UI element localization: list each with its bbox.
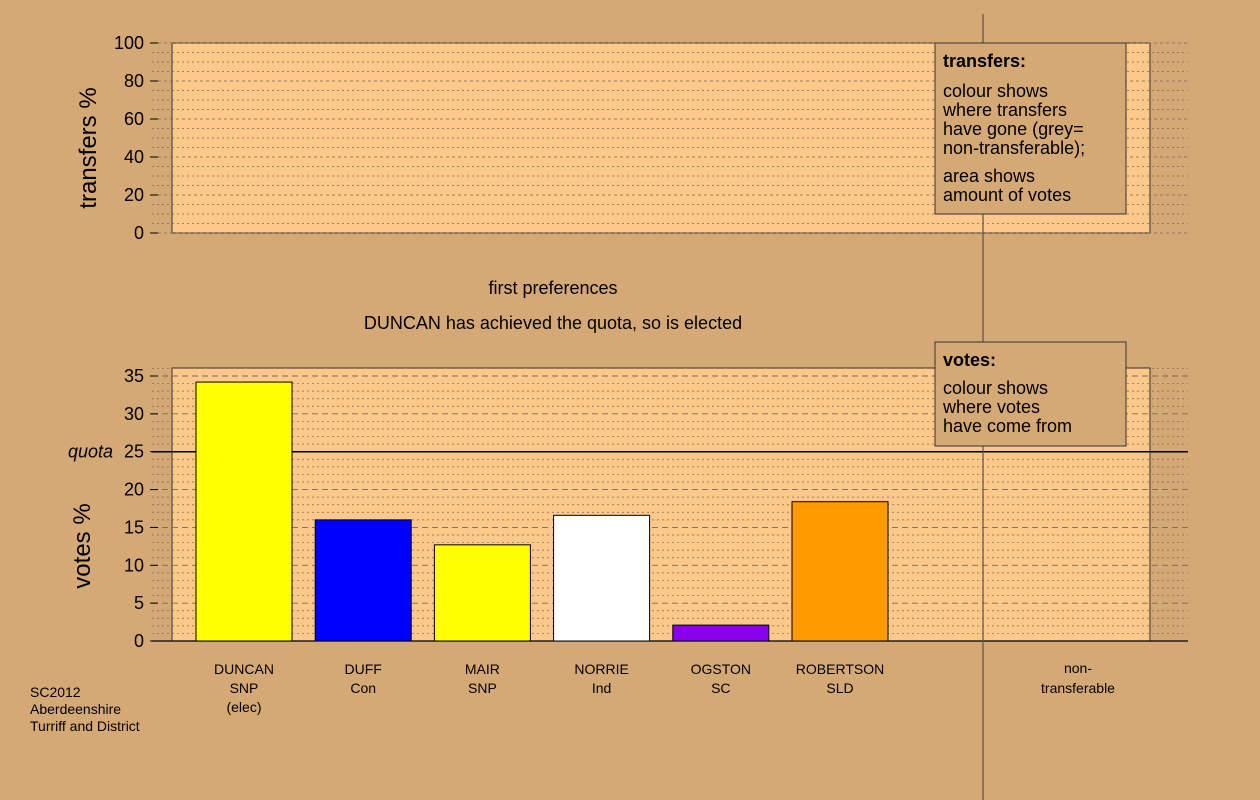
votes-y-tick-label: 5 [134,593,144,613]
bar-norrie [553,514,651,642]
candidate-party: Con [350,680,376,696]
votes-legend-title: votes: [943,350,996,370]
transfers-y-axis-label: transfers % [75,87,102,208]
candidate-name: NORRIE [574,661,628,677]
bar-duff [314,519,412,642]
votes-legend-box [934,341,1127,447]
votes-y-tick-label: 10 [124,555,144,575]
votes-y-axis-label: votes % [69,503,96,588]
quota-label: quota [68,442,113,462]
candidate-name: MAIR [465,661,500,677]
votes-legend-line: colour shows [943,378,1048,398]
transfers-legend-line: have gone (grey= [943,119,1084,139]
transfers-legend: transfers: colour shows where transfers … [934,42,1127,215]
candidate-party: SC [711,680,730,696]
candidate-status: (elec) [226,699,261,715]
footer-election: SC2012 [30,684,81,700]
votes-y-tick-label: 30 [124,404,144,424]
footer-ward: Turriff and District [30,718,140,734]
transfers-y-ticks: 0 20 40 60 80 100 [114,33,158,243]
transfers-legend-line: colour shows [943,81,1048,101]
candidate-name: DUNCAN [214,661,274,677]
transfers-legend-title: transfers: [943,51,1026,71]
transfers-legend-line: amount of votes [943,185,1071,205]
transfers-y-tick-label: 80 [124,71,144,91]
footer-council: Aberdeenshire [30,701,121,717]
votes-y-tick-label: 35 [124,366,144,386]
votes-y-tick-label: 15 [124,517,144,537]
transfers-legend-line: where transfers [942,100,1067,120]
votes-y-tick-label: 0 [134,631,144,651]
transfers-legend-line: area shows [943,166,1035,186]
transfers-gridlines [152,42,1188,234]
candidate-party: SLD [826,680,853,696]
transfers-y-tick-label: 40 [124,147,144,167]
candidate-name: ROBERTSON [796,661,884,677]
bar-duncan [195,381,293,642]
transfers-legend-line: non-transferable); [943,138,1085,158]
candidate-labels: DUNCAN SNP (elec) DUFF Con MAIR SNP NORRIE Ind OG… [214,661,884,715]
chart-title: first preferences [488,278,617,298]
candidate-party: SNP [468,680,497,696]
non-transferable-label-line1: non- [1064,660,1092,676]
chart-subtitle: DUNCAN has achieved the quota, so is ele… [364,313,742,333]
transfers-y-tick-label: 100 [114,33,144,53]
transfers-y-tick-label: 60 [124,109,144,129]
candidate-party: Ind [592,680,611,696]
votes-y-tick-label: 25 [124,442,144,462]
votes-legend: votes: colour shows where votes have com… [934,341,1127,447]
votes-legend-line: have come from [943,416,1072,436]
vote-bars [195,381,889,642]
transfers-legend-box [934,42,1127,215]
candidate-party: SNP [230,680,259,696]
transfers-y-tick-label: 20 [124,185,144,205]
votes-y-ticks: 0 5 10 15 20 25 30 35 [124,366,158,651]
candidate-name: OGSTON [691,661,751,677]
transfers-y-tick-label: 0 [134,223,144,243]
bar-robertson [791,501,889,642]
candidate-name: DUFF [345,661,382,677]
votes-legend-line: where votes [942,397,1040,417]
non-transferable-label-line2: transferable [1041,680,1115,696]
bar-mair [433,544,531,642]
bar-ogston [672,624,770,642]
votes-y-tick-label: 20 [124,480,144,500]
